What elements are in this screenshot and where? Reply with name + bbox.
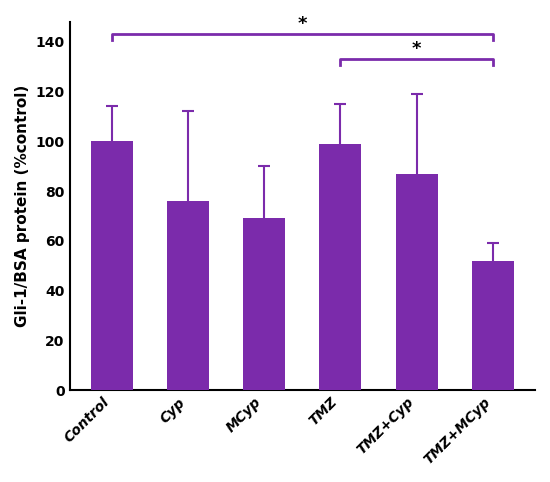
Bar <box>320 144 361 390</box>
Bar <box>472 261 514 390</box>
Text: *: * <box>412 40 421 58</box>
Bar <box>243 218 285 390</box>
Text: *: * <box>298 15 307 33</box>
Bar <box>91 141 133 390</box>
Bar <box>395 174 438 390</box>
Bar <box>167 201 209 390</box>
Y-axis label: Gli-1/BSA protein (%control): Gli-1/BSA protein (%control) <box>15 85 30 327</box>
